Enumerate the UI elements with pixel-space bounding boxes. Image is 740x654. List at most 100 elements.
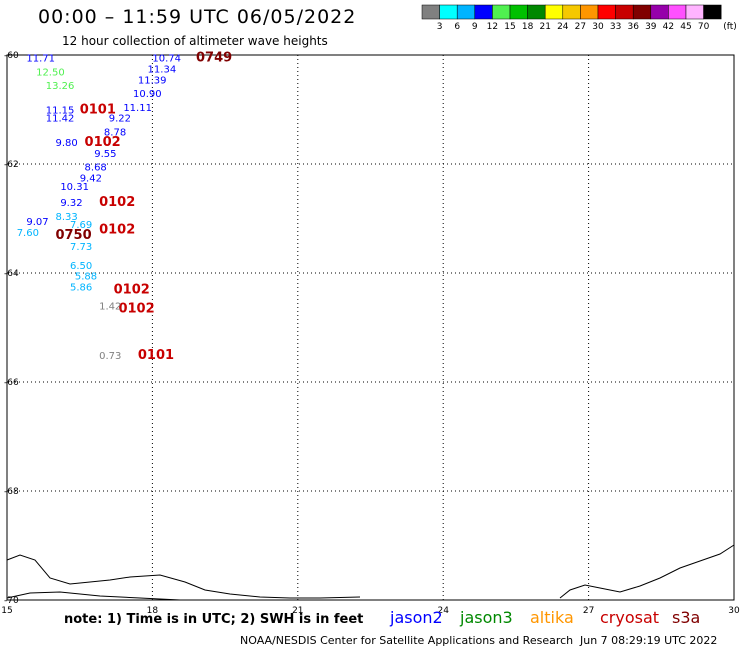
data-point-label: 8.78 bbox=[104, 127, 126, 138]
legend-swatch bbox=[474, 4, 493, 20]
tick-labels: 15 18 21 24 27 30 -60 -62 -64 -66 -68 -70 bbox=[1, 51, 740, 616]
data-point-label: 0102 bbox=[99, 195, 135, 210]
legend-cryosat: cryosat bbox=[600, 608, 660, 627]
data-point-label: 11.15 bbox=[46, 106, 75, 117]
data-point-label: 9.22 bbox=[109, 114, 131, 125]
data-point-label: 5.88 bbox=[75, 272, 97, 283]
data-point-label: 9.55 bbox=[94, 149, 116, 160]
data-point-label: 0101 bbox=[138, 348, 174, 363]
legend-swatch bbox=[439, 4, 458, 20]
data-point-label: 10.90 bbox=[133, 89, 162, 100]
data-point-label: 6.50 bbox=[70, 261, 92, 272]
data-point-label: 7.69 bbox=[70, 220, 92, 231]
y-tick-label: -60 bbox=[4, 51, 19, 61]
x-tick-label: 30 bbox=[728, 606, 740, 616]
data-point-label: 11.11 bbox=[123, 103, 152, 114]
data-point-label: 10.31 bbox=[60, 182, 89, 193]
color-legend: 3 6 9 12 15 18 21 24 27 30 33 36 39 42 45 70 (ft) bbox=[421, 4, 737, 32]
legend-label: 33 bbox=[610, 22, 621, 32]
data-point-label: 1.42 bbox=[99, 302, 121, 313]
x-tick-label: 18 bbox=[147, 606, 159, 616]
data-point-label: 9.42 bbox=[80, 174, 102, 185]
legend-label: 27 bbox=[575, 22, 586, 32]
legend-jason2: jason2 bbox=[390, 608, 443, 627]
legend-label: 39 bbox=[645, 22, 657, 32]
data-point-label: 12.50 bbox=[36, 67, 65, 78]
chart-subtitle: 12 hour collection of altimeter wave hei… bbox=[62, 34, 328, 48]
x-tick-label: 24 bbox=[437, 606, 449, 616]
data-point-label: 0102 bbox=[99, 222, 135, 237]
y-tick-label: -68 bbox=[4, 487, 19, 497]
legend-swatch bbox=[668, 4, 687, 20]
legend-label: 36 bbox=[627, 22, 639, 32]
data-point-label: 13.26 bbox=[46, 81, 75, 92]
data-point-label: 11.71 bbox=[26, 54, 55, 65]
legend-swatch bbox=[597, 4, 616, 20]
data-point-label: 0102 bbox=[114, 282, 150, 297]
legend-s3a: s3a bbox=[672, 608, 701, 627]
data-point-label: 5.86 bbox=[70, 283, 92, 294]
y-tick-label: -62 bbox=[4, 160, 19, 170]
legend-swatch bbox=[685, 4, 704, 20]
data-point-label: 11.39 bbox=[138, 76, 167, 87]
legend-swatch bbox=[509, 4, 528, 20]
y-tick-label: -70 bbox=[4, 596, 19, 606]
legend-label: 70 bbox=[698, 22, 710, 32]
legend-swatch bbox=[562, 4, 581, 20]
legend-swatch bbox=[632, 4, 652, 20]
data-point-label: 0102 bbox=[85, 135, 121, 150]
legend-label: 18 bbox=[522, 22, 534, 32]
data-point-label: 0.73 bbox=[99, 351, 121, 362]
legend-swatch bbox=[615, 4, 634, 20]
legend-label: 42 bbox=[663, 22, 674, 32]
y-tick-label: -64 bbox=[4, 269, 19, 279]
chart-title: 00:00 – 11:59 UTC 06/05/2022 bbox=[38, 6, 357, 28]
coastline bbox=[6, 544, 735, 599]
grid-lines bbox=[7, 55, 734, 600]
legend-label: 15 bbox=[504, 22, 515, 32]
legend-swatch bbox=[580, 4, 599, 20]
data-point-label: 0750 bbox=[55, 228, 91, 243]
data-point-label: 11.34 bbox=[148, 65, 177, 76]
legend-label: 3 bbox=[437, 22, 443, 32]
y-tick-label: -66 bbox=[4, 378, 19, 388]
legend-swatch bbox=[544, 4, 564, 20]
legend-swatch bbox=[421, 4, 440, 20]
data-point-label: 11.42 bbox=[46, 114, 75, 125]
legend-label: 24 bbox=[557, 22, 569, 32]
legend-label: 30 bbox=[592, 22, 604, 32]
legend-label: 9 bbox=[472, 22, 478, 32]
data-point-label: 7.60 bbox=[17, 228, 39, 239]
legend-label: 6 bbox=[454, 22, 460, 32]
legend-label: 45 bbox=[680, 22, 691, 32]
data-point-label: 10.74 bbox=[152, 54, 181, 65]
legend-swatch bbox=[527, 4, 546, 20]
legend-altika: altika bbox=[530, 608, 574, 627]
data-point-label: 9.80 bbox=[55, 138, 77, 149]
data-point-label: 0101 bbox=[80, 103, 116, 118]
legend-swatch bbox=[492, 4, 511, 20]
legend-swatch bbox=[650, 4, 669, 20]
data-point-label: 8.68 bbox=[85, 163, 107, 174]
legend-jason3: jason3 bbox=[460, 608, 513, 627]
data-point-label: 7.73 bbox=[70, 242, 92, 253]
legend-label: 21 bbox=[539, 22, 550, 32]
footer-credit: NOAA/NESDIS Center for Satellite Applica… bbox=[240, 634, 574, 647]
data-point-label: 9.32 bbox=[60, 198, 82, 209]
x-tick-label: 27 bbox=[583, 606, 594, 616]
footer-note: note: 1) Time is in UTC; 2) SWH is in fe… bbox=[64, 612, 364, 627]
legend-label: 12 bbox=[487, 22, 498, 32]
legend-unit: (ft) bbox=[723, 22, 737, 32]
x-tick-label: 21 bbox=[292, 606, 303, 616]
data-point-label: 0749 bbox=[196, 51, 232, 66]
legend-swatch bbox=[703, 4, 722, 20]
data-point-label: 8.33 bbox=[55, 212, 77, 223]
data-point-label: 9.07 bbox=[26, 217, 48, 228]
plot-frame bbox=[6, 54, 735, 601]
x-tick-label: 15 bbox=[1, 606, 12, 616]
footer-timestamp: Jun 7 08:29:19 UTC 2022 bbox=[580, 634, 718, 647]
coastline-inner bbox=[6, 591, 181, 601]
